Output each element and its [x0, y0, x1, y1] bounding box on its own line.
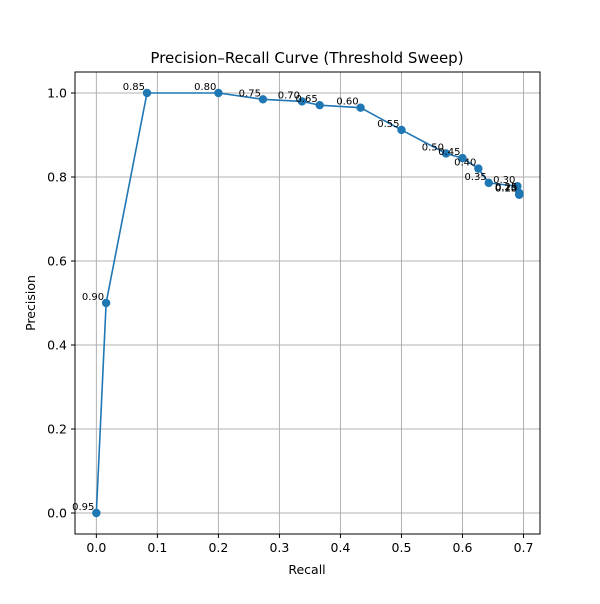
- threshold-label: 0.65: [295, 94, 317, 105]
- threshold-label: 0.35: [464, 172, 486, 183]
- y-tick-label: 1.0: [47, 86, 67, 101]
- label-layer: 0.95 0.90 0.85 0.80 0.75 0.700.65 0.60 0.55 0.50…: [72, 82, 517, 513]
- threshold-label: 0.25: [495, 182, 517, 193]
- x-tick-label: 0.0: [86, 540, 106, 555]
- data-point: [297, 97, 307, 106]
- threshold-label: 0.90: [82, 292, 104, 303]
- data-point: [458, 153, 467, 163]
- data-point: [484, 178, 493, 188]
- y-tick-label: 0.4: [47, 338, 67, 353]
- data-point: [356, 103, 365, 112]
- data-point: [258, 95, 268, 104]
- grid-layer: [75, 72, 540, 534]
- x-tick-label: 0.5: [392, 540, 412, 555]
- y-tick-label: 0.8: [47, 170, 67, 185]
- threshold-label: 0.30: [493, 175, 515, 186]
- data-point: [515, 190, 524, 199]
- threshold-label: 0.50: [422, 142, 444, 153]
- threshold-label: 0.40: [454, 158, 476, 169]
- threshold-label: 0.85: [123, 82, 145, 93]
- data-point: [142, 88, 152, 98]
- series-layer: [92, 88, 524, 518]
- data-point: [101, 298, 111, 308]
- x-tick-label: 0.7: [514, 540, 534, 555]
- data-point: [315, 100, 324, 110]
- threshold-label: 0.75: [239, 88, 261, 99]
- data-point: [513, 182, 522, 191]
- threshold-label: 0.45: [438, 147, 460, 158]
- threshold-label: 0.15: [495, 184, 517, 195]
- x-tick-label: 0.6: [453, 540, 473, 555]
- y-axis-label: Precision: [23, 275, 38, 331]
- series-line: [95, 92, 521, 514]
- chart-title: Precision–Recall Curve (Threshold Sweep): [150, 49, 463, 67]
- axis-layer: 0.0 0.1 0.2 0.3 0.4 0.5 0.6 0.7 0.0 0.2 0.4 0.6 0.8 1…: [47, 71, 541, 555]
- data-point: [397, 125, 406, 135]
- threshold-label: 0.60: [336, 97, 358, 108]
- x-tick-label: 0.3: [269, 540, 289, 555]
- y-tick-label: 0.6: [47, 254, 67, 269]
- x-tick-label: 0.4: [331, 540, 351, 555]
- x-tick-label: 0.1: [147, 540, 167, 555]
- threshold-label: 0.95: [72, 502, 94, 513]
- plot-frame: [74, 71, 541, 535]
- data-point: [92, 508, 101, 518]
- x-axis-label: Recall: [288, 562, 325, 577]
- y-tick-label: 0.2: [47, 422, 67, 437]
- data-point: [474, 164, 483, 173]
- threshold-label: 0.70: [278, 90, 300, 101]
- threshold-label: 0.10: [495, 184, 517, 195]
- data-point: [441, 149, 451, 158]
- x-tick-label: 0.2: [208, 540, 228, 555]
- threshold-label: 0.80: [194, 82, 216, 93]
- data-point: [214, 88, 223, 98]
- threshold-label: 0.20: [495, 184, 517, 195]
- y-tick-label: 0.0: [47, 506, 67, 521]
- threshold-label: 0.55: [377, 119, 399, 130]
